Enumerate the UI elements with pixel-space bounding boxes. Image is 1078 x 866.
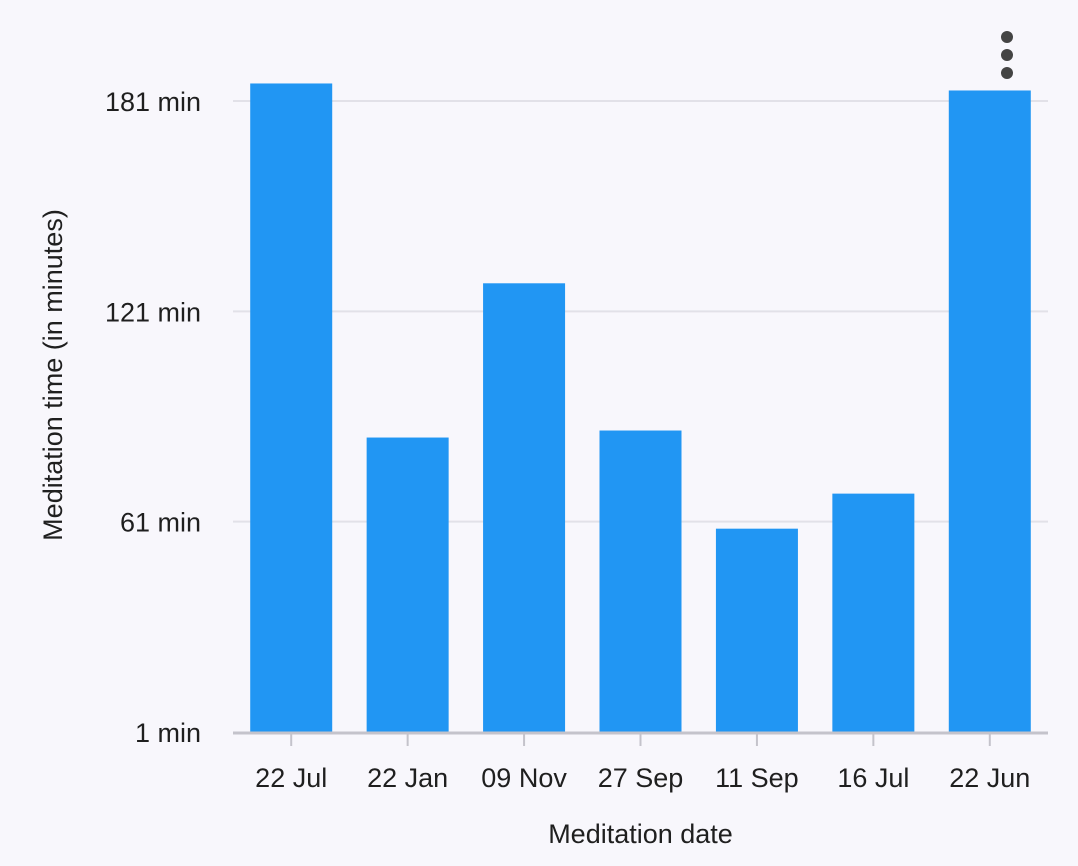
y-tick-label: 61 min bbox=[120, 508, 201, 538]
x-tick-label: 09 Nov bbox=[481, 763, 567, 793]
y-tick-label: 181 min bbox=[105, 87, 201, 117]
bars bbox=[250, 83, 1031, 732]
bar-11-sep[interactable] bbox=[715, 528, 798, 732]
bar-22-jul[interactable] bbox=[250, 83, 333, 732]
x-tick-label: 22 Jun bbox=[949, 763, 1030, 793]
menu-dot bbox=[1001, 49, 1013, 61]
menu-dot bbox=[1001, 67, 1013, 79]
x-tick-label: 22 Jul bbox=[255, 763, 327, 793]
x-tick-label: 16 Jul bbox=[837, 763, 909, 793]
bar-27-sep[interactable] bbox=[599, 430, 682, 732]
y-tick-label: 121 min bbox=[105, 297, 201, 327]
y-axis-title: Meditation time (in minutes) bbox=[38, 209, 68, 541]
y-tick-labels: 1 min 61 min 121 min 181 min bbox=[105, 87, 201, 748]
x-tick-label: 11 Sep bbox=[715, 763, 799, 793]
x-tick-label: 27 Sep bbox=[598, 763, 684, 793]
bar-16-jul[interactable] bbox=[832, 493, 915, 732]
menu-dot bbox=[1001, 31, 1013, 43]
x-tick-label: 22 Jan bbox=[367, 763, 448, 793]
bar-09-nov[interactable] bbox=[483, 283, 566, 732]
bar-22-jan[interactable] bbox=[366, 437, 449, 732]
x-axis-title: Meditation date bbox=[548, 819, 733, 849]
y-tick-label: 1 min bbox=[135, 718, 201, 748]
more-options-icon[interactable] bbox=[990, 26, 1024, 84]
bar-22-jun[interactable] bbox=[948, 90, 1031, 732]
x-ticks: 22 Jul 22 Jan 09 Nov 27 Sep 11 Sep 16 Jul 22 J… bbox=[255, 734, 1030, 793]
